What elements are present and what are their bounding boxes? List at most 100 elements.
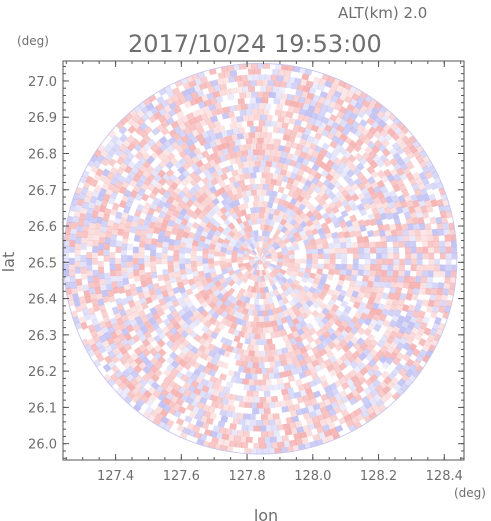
- radar-bin: [254, 258, 261, 263]
- radar-bin: [203, 161, 212, 170]
- radar-bin: [247, 149, 254, 156]
- radar-bin: [428, 258, 435, 266]
- radar-bin: [144, 243, 151, 251]
- radar-bin: [203, 410, 212, 418]
- radar-bin: [389, 157, 399, 167]
- radar-bin: [248, 260, 256, 265]
- radar-bin: [385, 212, 394, 221]
- radar-bin: [286, 266, 294, 273]
- radar-bin: [194, 78, 203, 86]
- radar-bin: [294, 438, 303, 446]
- radar-bin: [445, 264, 452, 272]
- radar-bin: [348, 85, 358, 94]
- radar-bin: [107, 158, 117, 167]
- radar-bin: [381, 201, 390, 210]
- radar-bin: [354, 152, 364, 162]
- radar-bin: [369, 269, 376, 277]
- radar-bin: [313, 337, 323, 346]
- radar-bin: [450, 240, 458, 248]
- radar-bin: [372, 196, 381, 205]
- radar-bin: [115, 351, 125, 361]
- radar-bin: [265, 160, 273, 168]
- radar-bin: [199, 316, 209, 325]
- radar-bin: [248, 132, 256, 139]
- radar-bin: [223, 299, 232, 307]
- radar-bin: [357, 327, 366, 336]
- radar-bin: [64, 281, 72, 290]
- radar-bin: [102, 295, 110, 304]
- radar-bin: [364, 258, 371, 265]
- radar-bin: [126, 294, 134, 303]
- radar-bin: [154, 164, 163, 173]
- radar-bin: [284, 128, 292, 136]
- radar-bin: [283, 237, 291, 245]
- radar-bin: [117, 228, 125, 236]
- radar-bin: [102, 213, 110, 222]
- radar-bin: [427, 299, 435, 308]
- radar-bin: [362, 275, 370, 283]
- radar-bin: [265, 350, 272, 357]
- radar-bin: [280, 316, 288, 325]
- radar-bin: [260, 206, 266, 213]
- radar-bin: [319, 361, 328, 370]
- radar-bin: [256, 253, 261, 259]
- radar-bin: [86, 251, 93, 259]
- radar-bin: [255, 241, 260, 248]
- radar-bin: [444, 270, 452, 278]
- radar-bin: [94, 287, 102, 295]
- radar-bin: [173, 249, 180, 257]
- radar-bin: [261, 281, 267, 288]
- radar-bin: [284, 339, 293, 348]
- radar-bin: [232, 63, 241, 71]
- radar-bin: [288, 422, 297, 430]
- radar-bin: [387, 246, 394, 254]
- radar-bin: [328, 395, 338, 404]
- radar-bin: [424, 338, 433, 348]
- radar-bin: [167, 255, 174, 262]
- radar-bin: [403, 234, 411, 243]
- radar-bin: [359, 301, 367, 310]
- radar-bin: [249, 230, 256, 238]
- radar-bin: [202, 253, 209, 259]
- radar-bin: [249, 97, 257, 104]
- radar-bin: [450, 276, 457, 284]
- radar-bin: [240, 209, 247, 217]
- radar-bin: [149, 306, 158, 315]
- radar-bin: [226, 129, 234, 137]
- radar-bin: [197, 101, 207, 109]
- radar-bin: [242, 314, 250, 321]
- radar-bin: [277, 299, 285, 307]
- radar-bin: [266, 237, 273, 245]
- radar-bin: [340, 209, 349, 218]
- radar-bin: [384, 229, 392, 237]
- radar-bin: [76, 198, 85, 207]
- radar-bin: [169, 173, 178, 183]
- y-tick-label: 26.7: [28, 184, 57, 199]
- radar-bin: [411, 369, 421, 379]
- radar-bin: [343, 231, 351, 239]
- radar-bin: [219, 256, 226, 262]
- radar-bin: [258, 212, 265, 219]
- radar-bin: [272, 366, 280, 374]
- radar-bin: [252, 344, 259, 351]
- radar-bin: [294, 200, 302, 209]
- radar-bin: [233, 139, 242, 147]
- radar-bin: [127, 125, 137, 134]
- radar-bin: [209, 133, 218, 142]
- radar-bin: [362, 202, 371, 211]
- radar-bin: [323, 248, 330, 255]
- radar-bin: [226, 266, 234, 272]
- radar-bin: [264, 103, 272, 110]
- radar-bin: [363, 317, 372, 326]
- radar-bin: [408, 134, 418, 144]
- radar-bin: [299, 346, 308, 354]
- radar-bin: [353, 143, 362, 153]
- radar-bin: [401, 223, 409, 231]
- radar-bin: [208, 412, 217, 420]
- radar-bin: [263, 274, 269, 282]
- radar-bin: [86, 239, 93, 248]
- radar-bin: [289, 410, 298, 418]
- radar-bin: [301, 158, 310, 167]
- radar-bin: [421, 176, 430, 186]
- radar-bin: [284, 352, 292, 360]
